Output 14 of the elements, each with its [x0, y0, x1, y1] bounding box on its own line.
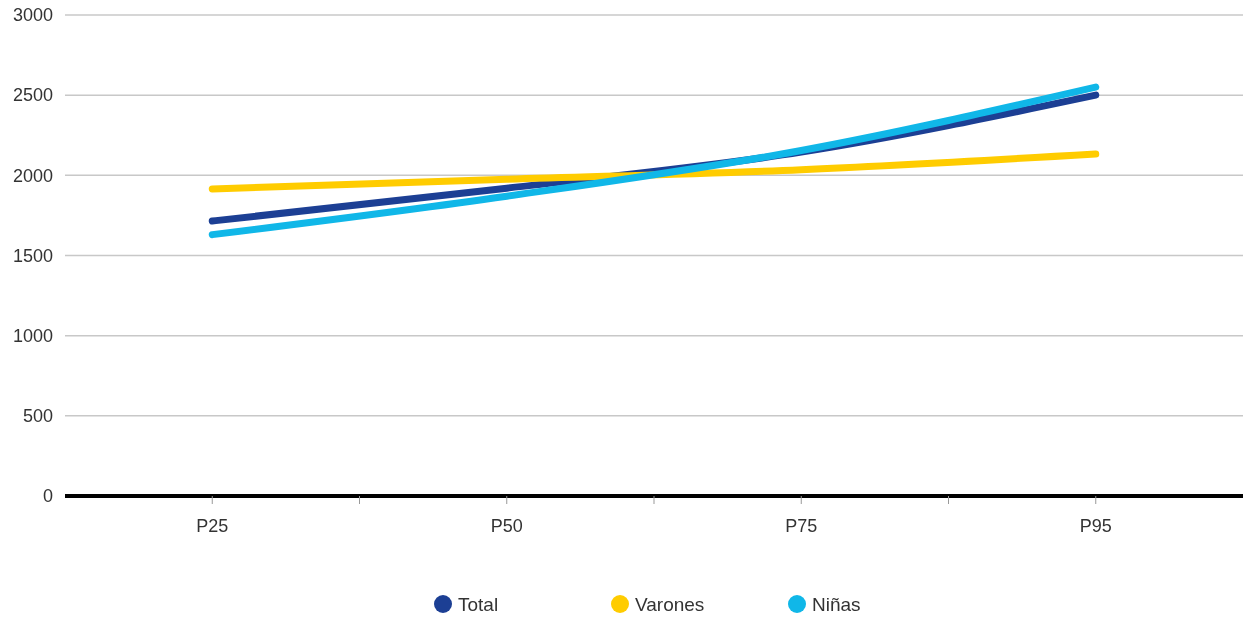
legend-label: Niñas: [812, 593, 861, 615]
x-tick-label: P50: [490, 516, 523, 536]
legend-label: Varones: [635, 593, 705, 615]
y-tick-label: 2000: [12, 165, 53, 186]
y-tick-label: 3000: [12, 5, 53, 26]
y-tick-label: 2500: [12, 85, 53, 106]
x-tick-label: P25: [196, 516, 229, 536]
y-tick-label: 1500: [12, 245, 53, 266]
legend-label: Total: [458, 593, 499, 615]
x-tick-label: P95: [1079, 516, 1112, 536]
x-tick-label: P75: [785, 516, 818, 536]
y-tick-label: 500: [22, 406, 53, 427]
y-tick-label: 0: [42, 486, 53, 507]
y-tick-label: 1000: [12, 325, 53, 346]
